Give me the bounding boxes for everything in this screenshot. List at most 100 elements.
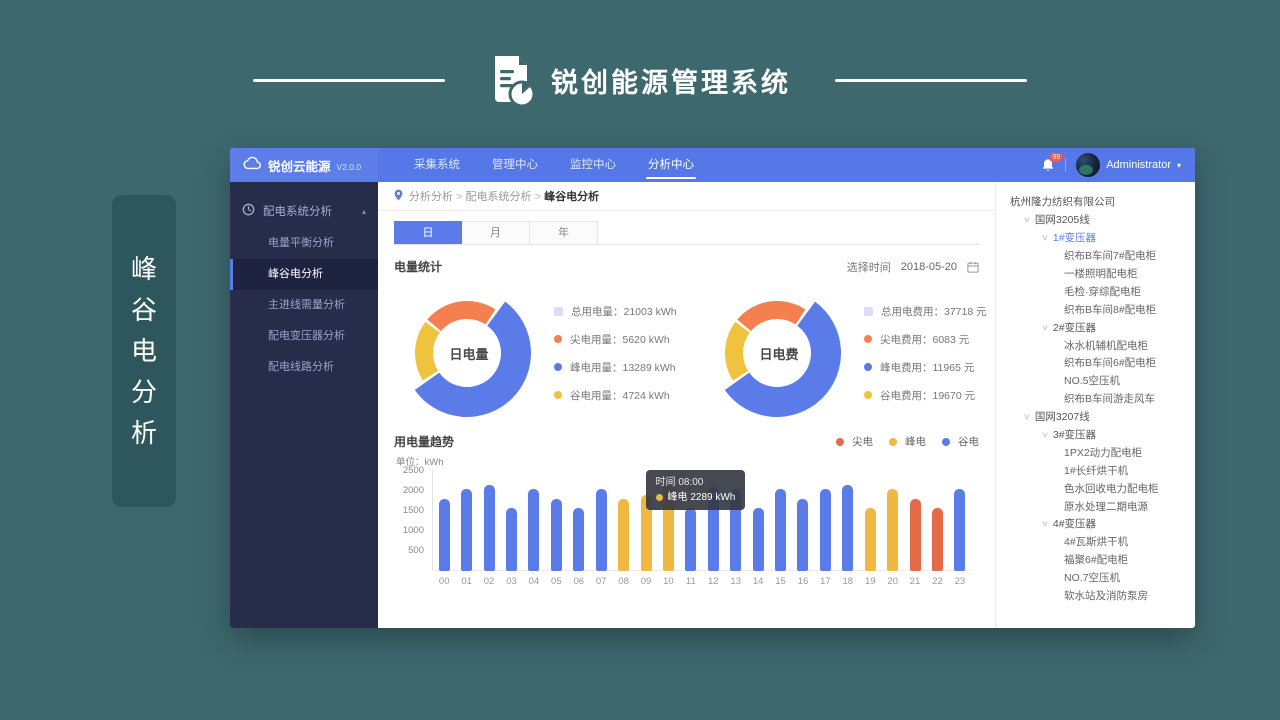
legend-item-总用电费用[interactable]: 总用电费用：37718 元 <box>864 304 1014 319</box>
avatar <box>1076 153 1101 177</box>
sidebar-group-header[interactable]: 配电系统分析 ▴ <box>230 194 378 228</box>
tree-device-织布B车间7#配电柜[interactable]: 织布B车间7#配电柜 <box>1064 250 1157 263</box>
bar-legend-item-谷电[interactable]: 谷电 <box>942 434 979 449</box>
tree-device-福聚6#配电柜[interactable]: 福聚6#配电柜 <box>1064 554 1129 567</box>
topnav-item-监控中心[interactable]: 监控中心 <box>570 159 616 171</box>
donut-chart-canvas[interactable]: 日电量 <box>394 277 544 429</box>
sidebar-item-主进线需量分析[interactable]: 主进线需量分析 <box>268 299 345 311</box>
bar-13[interactable] <box>730 489 742 571</box>
tree-device-原水处理二期电源[interactable]: 原水处理二期电源 <box>1064 500 1148 513</box>
tree-device-软水站及消防泵房[interactable]: 软水站及消防泵房 <box>1064 590 1148 603</box>
bar-17[interactable] <box>819 489 831 571</box>
usage-trend-bar-chart[interactable]: 单位：kWh 00 01 02 03 04 05 06 07 08 09 10 11 12 13 14 15 1… <box>394 454 979 602</box>
bar-15[interactable] <box>775 489 787 571</box>
bar-12[interactable] <box>707 487 719 571</box>
breadcrumb-segment[interactable]: 分析分析 <box>409 191 453 203</box>
tree-transformer-2#变压器[interactable]: ∨ 2#变压器 <box>1008 318 1187 336</box>
tree-line-国网3207线[interactable]: ∨ 国网3207线 <box>1008 408 1187 426</box>
sidebar-item-配电线路分析[interactable]: 配电线路分析 <box>268 361 334 373</box>
tree-company[interactable]: 杭州隆力纺织有限公司 <box>1010 196 1115 209</box>
x-tick-label: 08 <box>618 576 629 587</box>
bar-03[interactable] <box>505 508 517 571</box>
topnav-item-采集系统[interactable]: 采集系统 <box>414 159 460 171</box>
bar-18[interactable] <box>842 485 854 571</box>
donut-slice-峰电用量[interactable] <box>414 301 532 418</box>
tab-月[interactable]: 月 <box>462 221 530 244</box>
bar-19[interactable] <box>864 508 876 571</box>
bar-07[interactable] <box>595 489 607 571</box>
donut-slice-谷电用量[interactable] <box>415 321 440 381</box>
tree-device-NO.5空压机[interactable]: NO.5空压机 <box>1064 375 1121 388</box>
bar-legend-item-尖电[interactable]: 尖电 <box>836 434 873 449</box>
legend-dot-swatch <box>864 335 872 343</box>
legend-item-尖电费用[interactable]: 尖电费用：6083 元 <box>864 332 1014 347</box>
bar-01[interactable] <box>461 489 473 571</box>
bar-05[interactable] <box>550 499 562 571</box>
bar-00[interactable] <box>438 499 450 571</box>
bar-22[interactable] <box>931 508 943 571</box>
x-tick-label: 10 <box>663 576 674 587</box>
legend-item-尖电用量[interactable]: 尖电用量：5620 kWh <box>554 332 704 347</box>
notification-bell-icon[interactable]: 99 <box>1041 152 1064 173</box>
tab-日[interactable]: 日 <box>394 221 462 244</box>
sidebar-item-配电变压器分析[interactable]: 配电变压器分析 <box>268 330 345 342</box>
x-tick-label: 23 <box>954 576 966 587</box>
tree-device-织布B车间游走风车[interactable]: 织布B车间游走风车 <box>1064 393 1156 406</box>
legend-item-峰电用量[interactable]: 峰电用量：13289 kWh <box>554 360 704 375</box>
legend-item-谷电费用[interactable]: 谷电费用：19670 元 <box>864 388 1014 403</box>
bar-16[interactable] <box>797 499 809 571</box>
bar-20[interactable] <box>887 489 899 571</box>
calendar-icon[interactable] <box>967 261 979 273</box>
legend-text: 峰电用量：13289 kWh <box>570 361 676 374</box>
legend-item-谷电用量[interactable]: 谷电用量：4724 kWh <box>554 388 704 403</box>
bar-23[interactable] <box>954 489 966 571</box>
tree-line-国网3205线[interactable]: ∨ 国网3205线 <box>1008 211 1187 229</box>
topnav-item-分析中心[interactable]: 分析中心 <box>632 148 710 182</box>
donut-chart-canvas[interactable]: 日电费 <box>704 277 854 429</box>
tree-transformer-1#变压器[interactable]: ∨ 1#变压器 <box>1008 229 1187 247</box>
bar-02[interactable] <box>483 485 495 571</box>
tree-device-织布B车间8#配电柜[interactable]: 织布B车间8#配电柜 <box>1064 303 1157 316</box>
tree-device-色水回收电力配电柜[interactable]: 色水回收电力配电柜 <box>1064 482 1159 495</box>
legend-text: 峰电费用：11965 元 <box>880 361 975 374</box>
tree-device-一楼照明配电柜[interactable]: 一楼照明配电柜 <box>1064 268 1138 280</box>
breadcrumb-segment[interactable]: 配电系统分析 <box>465 191 532 203</box>
bar-04[interactable] <box>528 489 540 571</box>
tree-device-NO.7空压机[interactable]: NO.7空压机 <box>1064 572 1121 585</box>
sidebar-item-电量平衡分析[interactable]: 电量平衡分析 <box>268 237 334 249</box>
tree-device-冰水机辅机配电柜[interactable]: 冰水机辅机配电柜 <box>1064 339 1148 352</box>
bar-06[interactable] <box>573 508 585 571</box>
tree-transformer-4#变压器[interactable]: ∨ 4#变压器 <box>1008 515 1187 533</box>
donut-slice-尖电用量[interactable] <box>427 301 496 332</box>
bar-08[interactable] <box>618 499 630 571</box>
bar-09[interactable] <box>640 495 652 571</box>
tree-device-4#瓦斯烘干机[interactable]: 4#瓦斯烘干机 <box>1064 536 1129 549</box>
topnav-item-管理中心[interactable]: 管理中心 <box>492 159 538 171</box>
user-menu[interactable]: Administrator ▾ <box>1076 153 1181 177</box>
app-brand[interactable]: 锐创云能源 V2.0.0 <box>230 148 378 182</box>
legend-text: 谷电 <box>958 436 979 448</box>
app-sidebar: 配电系统分析 ▴ 电量平衡分析峰谷电分析主进线需量分析 配电变压器分析 配电线路分析 <box>230 182 378 628</box>
tree-device-1PX2动力配电柜[interactable]: 1PX2动力配电柜 <box>1064 446 1143 459</box>
bar-14[interactable] <box>752 508 764 571</box>
trend-header: 用电量趋势 尖电 峰电 谷电 <box>394 433 979 450</box>
chevron-down-icon: ∨ <box>1022 412 1032 422</box>
bar-21[interactable] <box>909 499 921 571</box>
date-picker-value[interactable]: 2018-05-20 <box>900 260 957 273</box>
tree-device-织布B车间6#配电柜[interactable]: 织布B车间6#配电柜 <box>1064 357 1157 370</box>
bar-legend-item-峰电[interactable]: 峰电 <box>889 434 926 449</box>
tree-transformer-3#变压器[interactable]: ∨ 3#变压器 <box>1008 426 1187 444</box>
donut-slice-尖电费用[interactable] <box>737 301 806 332</box>
tree-device-毛检·穿综配电柜[interactable]: 毛检·穿综配电柜 <box>1064 285 1141 298</box>
bar-10[interactable] <box>662 485 674 571</box>
tab-年[interactable]: 年 <box>530 221 598 244</box>
gauge-icon <box>242 203 255 219</box>
sidebar-item-峰谷电分析[interactable]: 峰谷电分析 <box>230 259 378 290</box>
tree-device-1#长纤烘干机[interactable]: 1#长纤烘干机 <box>1064 464 1129 477</box>
donut-slice-峰电费用[interactable] <box>724 301 842 418</box>
bar-11[interactable] <box>685 508 697 571</box>
legend-item-峰电费用[interactable]: 峰电费用：11965 元 <box>864 360 1014 375</box>
donut-slice-谷电费用[interactable] <box>725 321 750 381</box>
legend-item-总用电量[interactable]: 总用电量：21003 kWh <box>554 304 704 319</box>
x-tick-label: 07 <box>595 576 607 587</box>
